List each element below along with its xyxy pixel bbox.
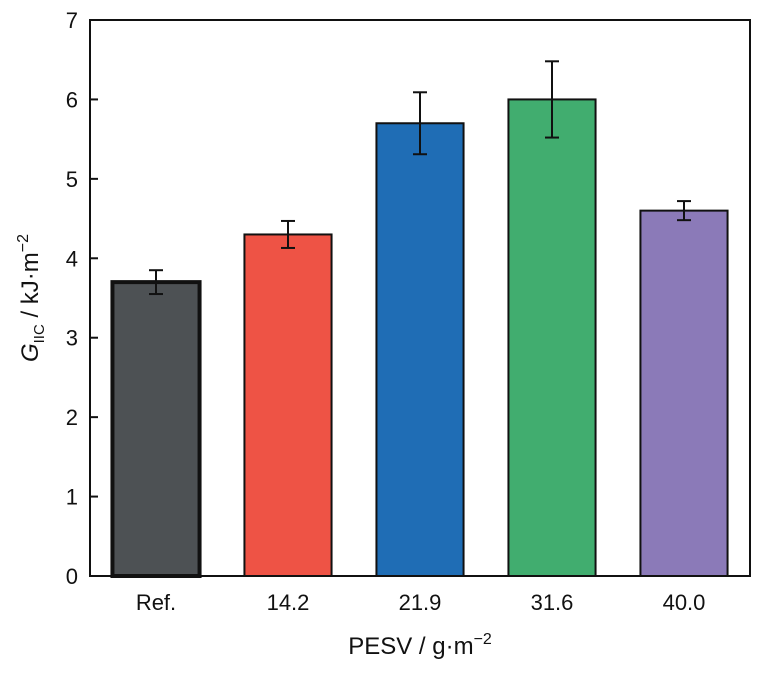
bar <box>375 122 465 577</box>
x-axis-main: PESV / g·m <box>348 633 473 660</box>
y-tick-label: 7 <box>66 8 78 33</box>
y-axis-unit: / kJ·m <box>17 252 44 324</box>
y-axis-symbol: G <box>17 343 44 362</box>
y-axis-superscript: −2 <box>15 234 32 252</box>
bar <box>243 233 333 577</box>
bar-series <box>110 98 729 578</box>
plot-frame <box>89 19 751 577</box>
y-tick-label: 0 <box>66 564 78 589</box>
x-tick-label: 14.2 <box>267 590 310 615</box>
y-axis-subscript: IIC <box>31 324 48 343</box>
bar <box>110 280 202 578</box>
x-tick-label: 21.9 <box>399 590 442 615</box>
y-tick-label: 2 <box>66 405 78 430</box>
x-tick-label: 31.6 <box>531 590 574 615</box>
x-tick-label: 40.0 <box>663 590 706 615</box>
y-tick-label: 5 <box>66 167 78 192</box>
error-bars <box>149 60 691 296</box>
y-axis-ticks: 0 1 2 3 4 5 6 7 <box>66 8 98 589</box>
x-axis-superscript: −2 <box>474 631 492 648</box>
bar <box>639 209 729 577</box>
y-axis-title: GIIC / kJ·m−2 <box>15 234 48 362</box>
x-axis-title: PESV / g·m−2 <box>348 631 492 660</box>
y-tick-label: 4 <box>66 246 78 271</box>
y-tick-label: 6 <box>66 87 78 112</box>
y-tick-label: 3 <box>66 326 78 351</box>
x-tick-label: Ref. <box>136 590 176 615</box>
y-tick-label: 1 <box>66 485 78 510</box>
bar <box>507 98 597 578</box>
